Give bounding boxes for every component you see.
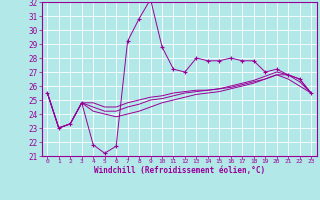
X-axis label: Windchill (Refroidissement éolien,°C): Windchill (Refroidissement éolien,°C) (94, 166, 265, 175)
